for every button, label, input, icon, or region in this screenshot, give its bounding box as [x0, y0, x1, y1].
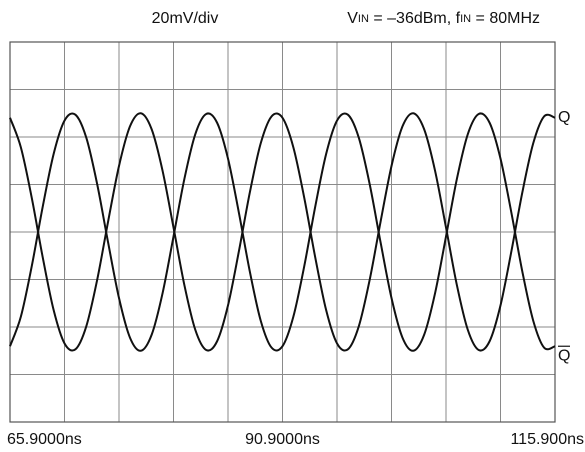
- subscript: IN: [460, 13, 471, 25]
- waveform: [9, 112, 556, 352]
- series-label: Q: [558, 347, 570, 364]
- scale-annotation: 20mV/div: [152, 10, 219, 27]
- x-tick-label: 90.9000ns: [245, 431, 320, 448]
- text-run: V: [347, 10, 358, 27]
- series-label: Q: [558, 109, 570, 126]
- plot-border: [9, 41, 556, 423]
- waveform: [9, 112, 556, 352]
- subscript: IN: [358, 13, 369, 25]
- x-tick-label: 65.9000ns: [7, 431, 82, 448]
- signal-settings: VIN = –36dBm, fIN = 80MHz: [347, 10, 540, 27]
- x-tick-label: 115.900ns: [510, 431, 584, 448]
- text-run: = –36dBm, f: [369, 10, 461, 27]
- text-run: = 80MHz: [471, 10, 540, 27]
